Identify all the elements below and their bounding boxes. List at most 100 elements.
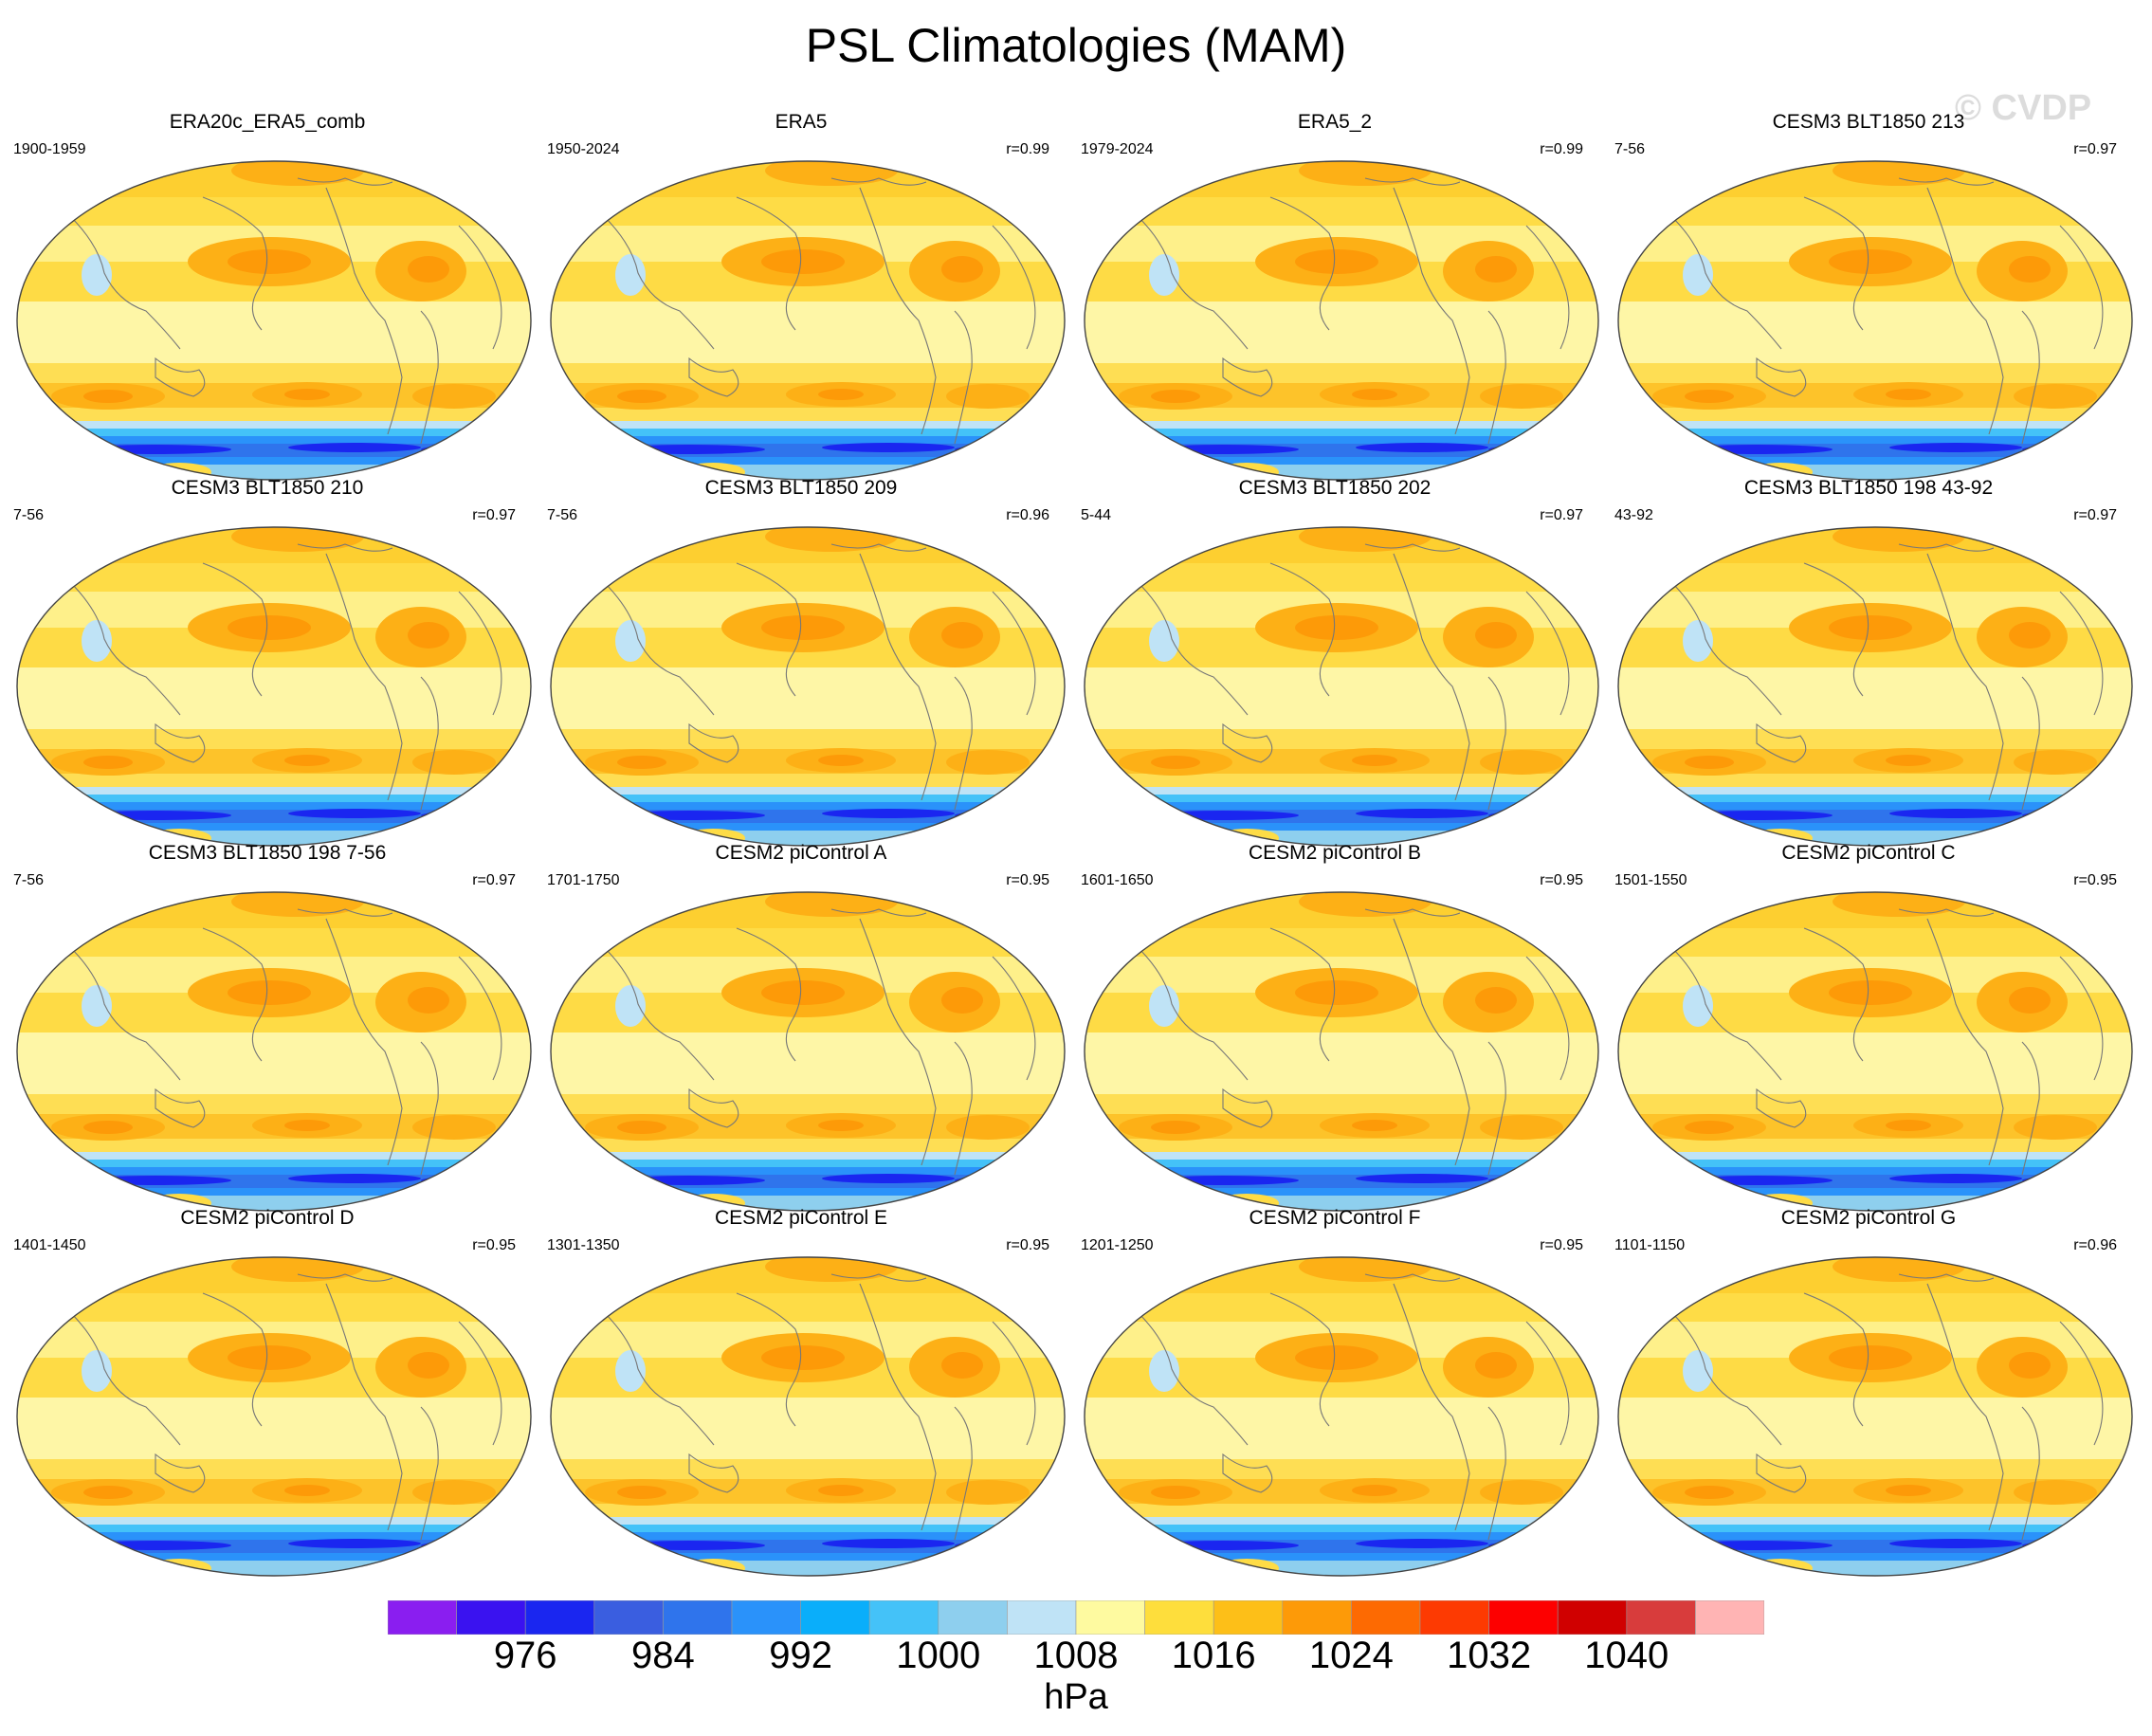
colorbar-tick: 976 — [493, 1635, 557, 1676]
psl-map — [1084, 891, 1599, 1212]
map-panel: CESM3 BLT1850 210 7-56 r=0.97 — [2, 476, 533, 847]
panel-years: 1701-1750 — [547, 872, 620, 888]
psl-map — [550, 526, 1066, 847]
psl-map — [1617, 1256, 2133, 1577]
colorbar-swatch — [938, 1600, 1008, 1635]
panel-correlation: r=0.95 — [2073, 872, 2117, 888]
colorbar-swatch — [868, 1600, 939, 1635]
panel-title: ERA20c_ERA5_comb — [169, 111, 366, 133]
panel-title: CESM3 BLT1850 198 7-56 — [148, 842, 387, 864]
psl-field — [1618, 892, 2132, 1211]
colorbar-tick: 1024 — [1308, 1635, 1394, 1676]
cvdp-watermark: © CVDP — [1955, 88, 2092, 128]
colorbar-tick: 1016 — [1171, 1635, 1256, 1676]
panel-correlation: r=0.96 — [1006, 507, 1049, 523]
panel-title: CESM2 piControl G — [1780, 1207, 1957, 1229]
colorbar-swatch — [1351, 1600, 1421, 1635]
map-panel: CESM2 piControl A 1701-1750 r=0.95 — [536, 841, 1067, 1212]
psl-map — [1084, 1256, 1599, 1577]
panel-title: CESM2 piControl E — [714, 1207, 888, 1229]
colorbar-swatch — [1557, 1600, 1628, 1635]
panel-years: 1979-2024 — [1081, 141, 1154, 157]
colorbar-tick: 992 — [769, 1635, 832, 1676]
psl-field — [1085, 161, 1598, 480]
colorbar-swatch — [663, 1600, 733, 1635]
colorbar-tick: 1032 — [1447, 1635, 1532, 1676]
panel-title: ERA5 — [775, 111, 828, 133]
map-panel: CESM3 BLT1850 202 5-44 r=0.97 — [1069, 476, 1600, 847]
psl-map — [1084, 526, 1599, 847]
panel-years: 1301-1350 — [547, 1237, 620, 1253]
map-panel: CESM3 BLT1850 213 7-56 r=0.97 — [1603, 110, 2134, 481]
panel-correlation: r=0.95 — [1006, 872, 1049, 888]
colorbar-swatch — [1695, 1600, 1764, 1635]
panel-title: CESM3 BLT1850 198 43-92 — [1743, 477, 1994, 499]
colorbar-swatch — [731, 1600, 801, 1635]
colorbar-swatch — [1488, 1600, 1559, 1635]
colorbar-swatch — [524, 1600, 595, 1635]
colorbar-units: hPa — [1044, 1677, 1108, 1717]
panel-years: 1401-1450 — [13, 1237, 86, 1253]
colorbar-tick: 1000 — [896, 1635, 981, 1676]
panel-years: 1101-1150 — [1614, 1237, 1686, 1253]
colorbar-swatch — [800, 1600, 870, 1635]
panel-title: CESM3 BLT1850 202 — [1238, 477, 1432, 499]
map-panel: CESM2 piControl E 1301-1350 r=0.95 — [536, 1206, 1067, 1577]
panel-correlation: r=0.97 — [1540, 507, 1583, 523]
map-panel: ERA5_2 1979-2024 r=0.99 — [1069, 110, 1600, 481]
panel-correlation: r=0.95 — [1006, 1237, 1049, 1253]
colorbar-swatch — [388, 1600, 457, 1635]
map-panel: ERA20c_ERA5_comb 1900-1959 — [2, 110, 533, 481]
panel-correlation: r=0.99 — [1006, 141, 1049, 157]
panel-correlation: r=0.95 — [472, 1237, 516, 1253]
psl-map — [1617, 160, 2133, 481]
psl-map — [1084, 160, 1599, 481]
panel-correlation: r=0.97 — [2073, 141, 2117, 157]
psl-field — [1618, 1257, 2132, 1576]
colorbar-swatch — [456, 1600, 526, 1635]
map-panel: CESM3 BLT1850 198 43-92 43-92 r=0.97 — [1603, 476, 2134, 847]
panel-correlation: r=0.95 — [1540, 872, 1583, 888]
panel-title: CESM3 BLT1850 209 — [704, 477, 898, 499]
map-panel: CESM2 piControl C 1501-1550 r=0.95 — [1603, 841, 2134, 1212]
panel-correlation: r=0.96 — [2073, 1237, 2117, 1253]
map-panel: CESM3 BLT1850 198 7-56 7-56 r=0.97 — [2, 841, 533, 1212]
colorbar — [388, 1600, 1764, 1635]
panel-years: 7-56 — [547, 507, 578, 523]
psl-map — [1617, 526, 2133, 847]
panel-years: 1601-1650 — [1081, 872, 1154, 888]
panel-title: CESM2 piControl A — [715, 842, 887, 864]
psl-map — [16, 891, 532, 1212]
colorbar-swatch — [1419, 1600, 1489, 1635]
colorbar-swatch — [1626, 1600, 1696, 1635]
panel-title: ERA5_2 — [1297, 111, 1373, 133]
map-panel: CESM2 piControl D 1401-1450 r=0.95 — [2, 1206, 533, 1577]
panel-years: 7-56 — [1614, 141, 1646, 157]
panel-years: 7-56 — [13, 507, 45, 523]
panel-years: 1201-1250 — [1081, 1237, 1154, 1253]
psl-map — [16, 160, 532, 481]
panel-title: CESM2 piControl B — [1248, 842, 1422, 864]
panel-correlation: r=0.97 — [472, 872, 516, 888]
panel-years: 5-44 — [1081, 507, 1112, 523]
panel-years: 1900-1959 — [13, 141, 86, 157]
psl-map — [550, 891, 1066, 1212]
map-panel: CESM2 piControl G 1101-1150 r=0.96 — [1603, 1206, 2134, 1577]
panel-correlation: r=0.97 — [2073, 507, 2117, 523]
panel-years: 43-92 — [1614, 507, 1653, 523]
colorbar-swatch — [1144, 1600, 1214, 1635]
psl-map — [1617, 891, 2133, 1212]
panel-title: CESM3 BLT1850 210 — [171, 477, 364, 499]
panel-correlation: r=0.95 — [1540, 1237, 1583, 1253]
panel-title: CESM2 piControl C — [1781, 842, 1956, 864]
colorbar-swatch — [593, 1600, 664, 1635]
panel-correlation: r=0.99 — [1540, 141, 1583, 157]
panel-years: 7-56 — [13, 872, 45, 888]
panel-correlation: r=0.97 — [472, 507, 516, 523]
map-panel: CESM2 piControl B 1601-1650 r=0.95 — [1069, 841, 1600, 1212]
figure-title: PSL Climatologies (MAM) — [805, 19, 1347, 72]
colorbar-swatch — [1213, 1600, 1284, 1635]
psl-field — [17, 892, 531, 1211]
colorbar-swatch — [1282, 1600, 1352, 1635]
panel-years: 1950-2024 — [547, 141, 620, 157]
